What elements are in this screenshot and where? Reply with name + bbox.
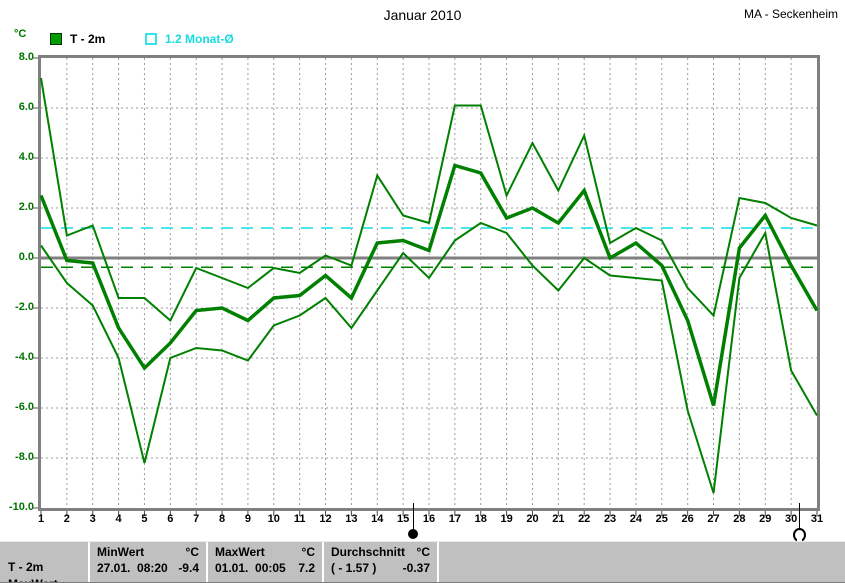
x-tick-label: 16 bbox=[422, 513, 436, 525]
statusbar-separator bbox=[206, 542, 208, 582]
x-tick-label: 23 bbox=[603, 513, 617, 525]
y-tick-label: -2.0 bbox=[15, 301, 34, 313]
y-tick-label: 0.0 bbox=[18, 251, 34, 263]
y-tick-label: 4.0 bbox=[18, 151, 34, 163]
legend-item-t2m: T - 2m bbox=[50, 30, 105, 48]
x-tick-label: 10 bbox=[267, 513, 280, 525]
maxwert-value: 7.2 bbox=[298, 561, 315, 575]
legend-t2m-label: T - 2m bbox=[70, 31, 106, 46]
x-tick-label: 6 bbox=[167, 513, 174, 525]
minwert-column: MinWert °C 27.01. 08:20 -9.4 bbox=[90, 542, 206, 582]
maxwert-column: MaxWert °C 01.01. 00:05 7.2 bbox=[208, 542, 322, 582]
maxwert-timestamp: 01.01. 00:05 bbox=[215, 561, 286, 575]
durchschnitt-column: Durchschnitt °C ( - 1.57 ) -0.37 bbox=[324, 542, 437, 582]
x-tick-label: 27 bbox=[707, 513, 720, 525]
x-tick-label: 26 bbox=[681, 513, 694, 525]
y-axis-unit-label: °C bbox=[14, 28, 27, 40]
temperature-chart bbox=[32, 57, 819, 516]
durchschnitt-value: -0.37 bbox=[402, 561, 430, 575]
y-tick-label: -4.0 bbox=[15, 351, 34, 363]
cyan-square-swatch-icon bbox=[145, 32, 157, 45]
x-tick-label: 18 bbox=[474, 513, 487, 525]
x-tick-label: 11 bbox=[293, 513, 306, 525]
statusbar-separator bbox=[88, 542, 90, 582]
x-tick-label: 31 bbox=[810, 513, 824, 525]
marker-tick bbox=[798, 503, 800, 531]
x-tick-label: 30 bbox=[785, 513, 798, 525]
clipped-next-row-label: MaxWert bbox=[8, 577, 58, 582]
maxwert-header: MaxWert bbox=[215, 545, 265, 559]
x-tick-label: 9 bbox=[244, 513, 251, 525]
station-label: MA - Seckenheim bbox=[743, 7, 838, 21]
x-tick-label: 14 bbox=[371, 513, 384, 525]
y-tick-label: 8.0 bbox=[18, 51, 34, 63]
statusbar-separator bbox=[322, 542, 324, 582]
x-tick-label: 20 bbox=[526, 513, 539, 525]
y-tick-label: -10.0 bbox=[8, 501, 34, 513]
t2m-daily-max-line bbox=[40, 77, 818, 323]
y-tick-label: 2.0 bbox=[18, 201, 34, 213]
minwert-timestamp: 27.01. 08:20 bbox=[97, 561, 168, 575]
x-tick-label: 15 bbox=[397, 513, 410, 525]
minwert-unit: °C bbox=[185, 545, 199, 559]
marker-tick bbox=[413, 503, 415, 531]
x-tick-label: 8 bbox=[219, 513, 226, 525]
x-tick-label: 13 bbox=[345, 513, 358, 525]
x-tick-label: 7 bbox=[193, 513, 200, 525]
green-square-swatch-icon bbox=[50, 32, 62, 45]
durchschnitt-header: Durchschnitt bbox=[331, 545, 406, 559]
x-tick-label: 28 bbox=[733, 513, 746, 525]
y-tick-label: -8.0 bbox=[15, 451, 34, 463]
t2m-daily-min-line bbox=[40, 221, 818, 494]
x-tick-label: 1 bbox=[37, 513, 45, 525]
durchschnitt-longterm: ( - 1.57 ) bbox=[331, 561, 377, 575]
x-tick-label: 29 bbox=[759, 513, 772, 525]
y-tick-label: 6.0 bbox=[18, 101, 34, 113]
filled-circle-marker-icon bbox=[408, 529, 419, 539]
maxwert-unit: °C bbox=[301, 545, 315, 559]
t2m-daily-mean-line bbox=[39, 163, 819, 407]
x-tick-label: 3 bbox=[89, 513, 96, 525]
x-tick-label: 12 bbox=[319, 513, 332, 525]
x-tick-label: 21 bbox=[552, 513, 565, 525]
x-tick-label: 5 bbox=[141, 513, 148, 525]
series-name-label: T - 2m bbox=[8, 560, 44, 574]
legend-item-monthly-average: 1.2 Monat-Ø bbox=[145, 30, 234, 48]
y-tick-label: -6.0 bbox=[15, 401, 34, 413]
temperature-chart-plot-area bbox=[32, 55, 820, 516]
x-tick-label: 4 bbox=[115, 513, 122, 525]
status-bar: T - 2m MaxWert MinWert °C 27.01. 08:20 -… bbox=[0, 541, 845, 583]
minwert-header: MinWert bbox=[97, 545, 145, 559]
open-circle-marker-icon bbox=[792, 528, 806, 543]
durchschnitt-unit: °C bbox=[416, 545, 430, 559]
x-tick-label: 2 bbox=[63, 513, 70, 525]
x-tick-label: 19 bbox=[500, 513, 513, 525]
page-title: Januar 2010 bbox=[383, 7, 462, 23]
x-tick-label: 22 bbox=[578, 513, 591, 525]
statusbar-separator bbox=[437, 542, 439, 582]
legend-monthly-average-label: 1.2 Monat-Ø bbox=[165, 31, 234, 46]
x-tick-label: 24 bbox=[629, 513, 643, 525]
x-tick-label: 25 bbox=[655, 513, 668, 525]
minwert-value: -9.4 bbox=[178, 561, 199, 575]
x-tick-label: 17 bbox=[448, 513, 461, 525]
